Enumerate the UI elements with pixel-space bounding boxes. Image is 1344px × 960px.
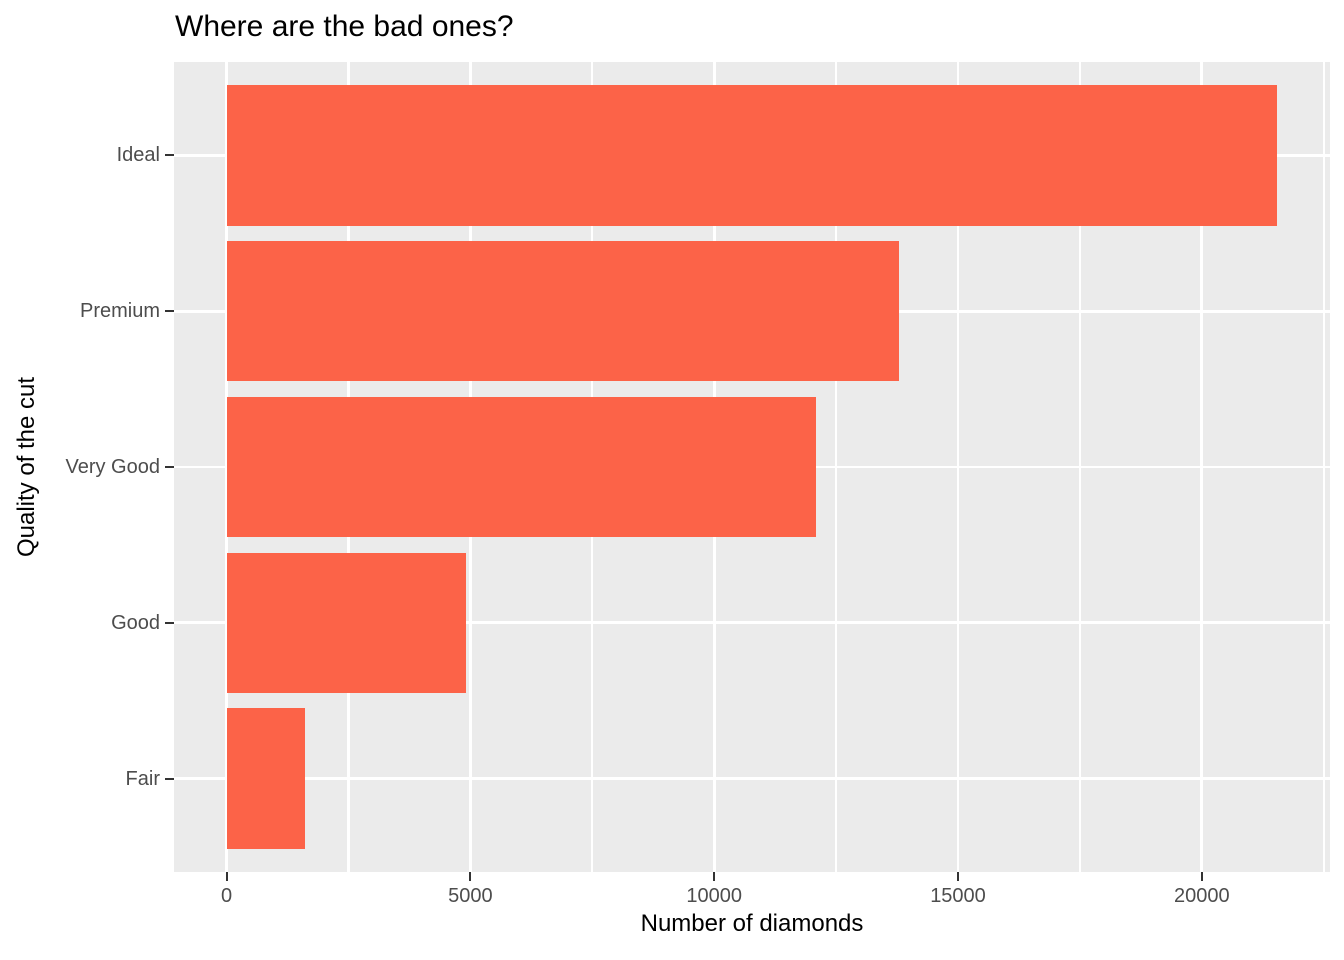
plot-panel [174,62,1330,872]
x-tick-label-0: 0 [220,885,233,907]
y-tick-label-ideal: Ideal [116,144,160,167]
x-tick-label-10000: 10000 [686,885,742,907]
bar-fair [226,708,306,849]
y-tick-label-premium: Premium [79,300,160,323]
x-tick-label-15000: 15000 [930,885,986,907]
x-tick-mark [469,872,472,881]
x-tick-mark [225,872,228,881]
x-axis-title: Number of diamonds [640,910,864,937]
y-tick-label-very-good: Very Good [65,456,160,478]
bar-premium [226,241,900,382]
x-tick-mark [713,872,716,881]
y-tick-mark [165,310,174,313]
y-tick-label-good: Good [111,611,160,634]
y-tick-mark [165,621,174,624]
y-tick-mark [165,154,174,157]
bars-layer [174,62,1330,872]
x-tick-mark [1200,872,1203,881]
x-tick-label-20000: 20000 [1174,885,1230,907]
plot-title: Where are the bad ones? [175,10,514,43]
x-tick-mark [957,872,959,881]
bar-good [226,552,466,693]
y-tick-label-fair: Fair [125,767,160,790]
y-gridline-major-good [174,621,1330,625]
x-tick-label-5000: 5000 [448,885,493,907]
y-gridline-major-fair [174,777,1330,780]
bar-very-good [226,396,816,538]
y-tick-mark [165,466,174,468]
bar-ideal [226,85,1278,226]
y-axis-title: Quality of the cut [13,376,40,558]
y-tick-mark [165,777,174,780]
